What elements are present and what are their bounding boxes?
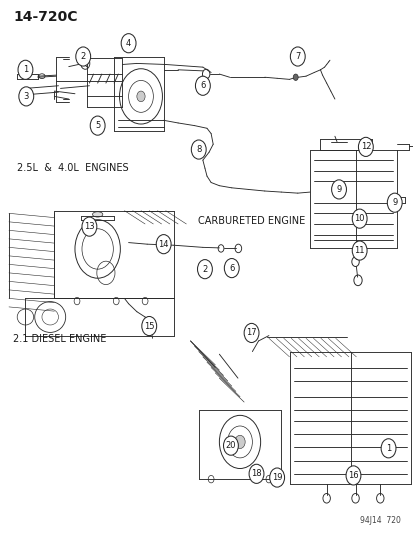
Text: 14: 14 (158, 240, 169, 249)
Circle shape (290, 47, 304, 66)
Text: 2.1 DIESEL ENGINE: 2.1 DIESEL ENGINE (13, 334, 106, 344)
Text: 11: 11 (354, 246, 364, 255)
Text: 1: 1 (385, 444, 390, 453)
Text: 10: 10 (354, 214, 364, 223)
Ellipse shape (92, 212, 102, 217)
Circle shape (76, 47, 90, 66)
Text: 5: 5 (95, 121, 100, 130)
Text: 13: 13 (84, 222, 95, 231)
Circle shape (90, 116, 105, 135)
Circle shape (345, 466, 360, 485)
Circle shape (142, 317, 156, 336)
Circle shape (249, 464, 263, 483)
Circle shape (269, 468, 284, 487)
Circle shape (358, 138, 373, 157)
Circle shape (224, 259, 239, 278)
Text: 15: 15 (144, 321, 154, 330)
Text: 18: 18 (251, 470, 261, 478)
Circle shape (380, 439, 395, 458)
Text: 4: 4 (126, 39, 131, 48)
Circle shape (351, 241, 366, 260)
Text: 3: 3 (24, 92, 29, 101)
Text: 17: 17 (246, 328, 256, 337)
Text: 6: 6 (200, 81, 205, 90)
Text: 94J14  720: 94J14 720 (359, 516, 400, 526)
Circle shape (121, 34, 136, 53)
Text: 12: 12 (360, 142, 370, 151)
Circle shape (191, 140, 206, 159)
Circle shape (351, 209, 366, 228)
Circle shape (82, 217, 97, 236)
Circle shape (18, 60, 33, 79)
Text: 20: 20 (225, 441, 235, 450)
Text: 7: 7 (294, 52, 300, 61)
Circle shape (195, 76, 210, 95)
Text: 9: 9 (336, 185, 341, 194)
Circle shape (137, 91, 145, 102)
Circle shape (244, 324, 259, 343)
Text: CARBURETED ENGINE: CARBURETED ENGINE (197, 216, 304, 226)
Text: 14-720C: 14-720C (13, 10, 77, 25)
Ellipse shape (234, 435, 244, 449)
Circle shape (223, 436, 238, 455)
Text: 16: 16 (347, 471, 358, 480)
Text: 9: 9 (391, 198, 396, 207)
Text: 2: 2 (81, 52, 85, 61)
Text: 2.5L  &  4.0L  ENGINES: 2.5L & 4.0L ENGINES (17, 163, 128, 173)
Text: 2: 2 (202, 265, 207, 273)
Circle shape (331, 180, 346, 199)
Circle shape (19, 87, 33, 106)
Circle shape (292, 74, 297, 80)
Text: 8: 8 (196, 145, 201, 154)
Circle shape (387, 193, 401, 212)
Text: 19: 19 (271, 473, 282, 482)
Text: 6: 6 (228, 264, 234, 272)
Circle shape (197, 260, 212, 279)
Circle shape (156, 235, 171, 254)
Text: 1: 1 (23, 66, 28, 74)
